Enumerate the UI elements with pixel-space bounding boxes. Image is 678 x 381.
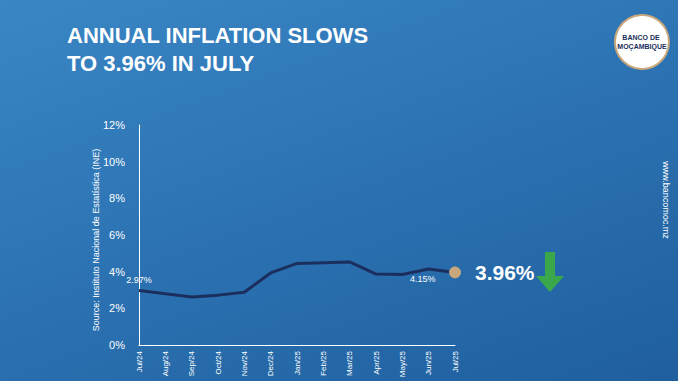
svg-text:Oct/24: Oct/24 xyxy=(214,350,223,374)
svg-text:Aug/24: Aug/24 xyxy=(161,350,170,376)
svg-text:Nov/24: Nov/24 xyxy=(240,350,249,376)
svg-text:May/25: May/25 xyxy=(398,350,407,377)
svg-text:Feb/25: Feb/25 xyxy=(319,350,328,375)
svg-text:TO 3.96% IN JULY: TO 3.96% IN JULY xyxy=(67,51,254,76)
svg-text:Jan/25: Jan/25 xyxy=(293,350,302,375)
svg-text:6%: 6% xyxy=(109,229,125,241)
svg-text:4%: 4% xyxy=(109,266,125,278)
svg-text:12%: 12% xyxy=(103,119,125,131)
svg-text:Sep/24: Sep/24 xyxy=(187,350,196,376)
svg-text:ANNUAL INFLATION SLOWS: ANNUAL INFLATION SLOWS xyxy=(67,23,374,48)
svg-text:Mar/25: Mar/25 xyxy=(345,350,354,375)
svg-text:10%: 10% xyxy=(103,156,125,168)
svg-text:8%: 8% xyxy=(109,192,125,204)
svg-text:BANCO DE: BANCO DE xyxy=(622,34,661,41)
svg-text:Source: Instituto Nacional de: Source: Instituto Nacional de Estatístic… xyxy=(91,149,101,332)
svg-text:4.15%: 4.15% xyxy=(410,274,436,284)
svg-text:2%: 2% xyxy=(109,302,125,314)
svg-text:Jul/24: Jul/24 xyxy=(135,350,144,372)
svg-text:0%: 0% xyxy=(109,339,125,351)
svg-text:www.bancomoc.mz: www.bancomoc.mz xyxy=(661,160,671,239)
svg-text:2.97%: 2.97% xyxy=(126,275,152,285)
svg-text:Dec/24: Dec/24 xyxy=(266,350,275,376)
svg-text:3.96%: 3.96% xyxy=(475,261,535,284)
svg-text:Apr/25: Apr/25 xyxy=(372,350,381,374)
svg-text:MOÇAMBIQUE: MOÇAMBIQUE xyxy=(617,43,667,51)
svg-text:Jun/25: Jun/25 xyxy=(424,350,433,375)
svg-text:Jul/25: Jul/25 xyxy=(451,350,460,372)
